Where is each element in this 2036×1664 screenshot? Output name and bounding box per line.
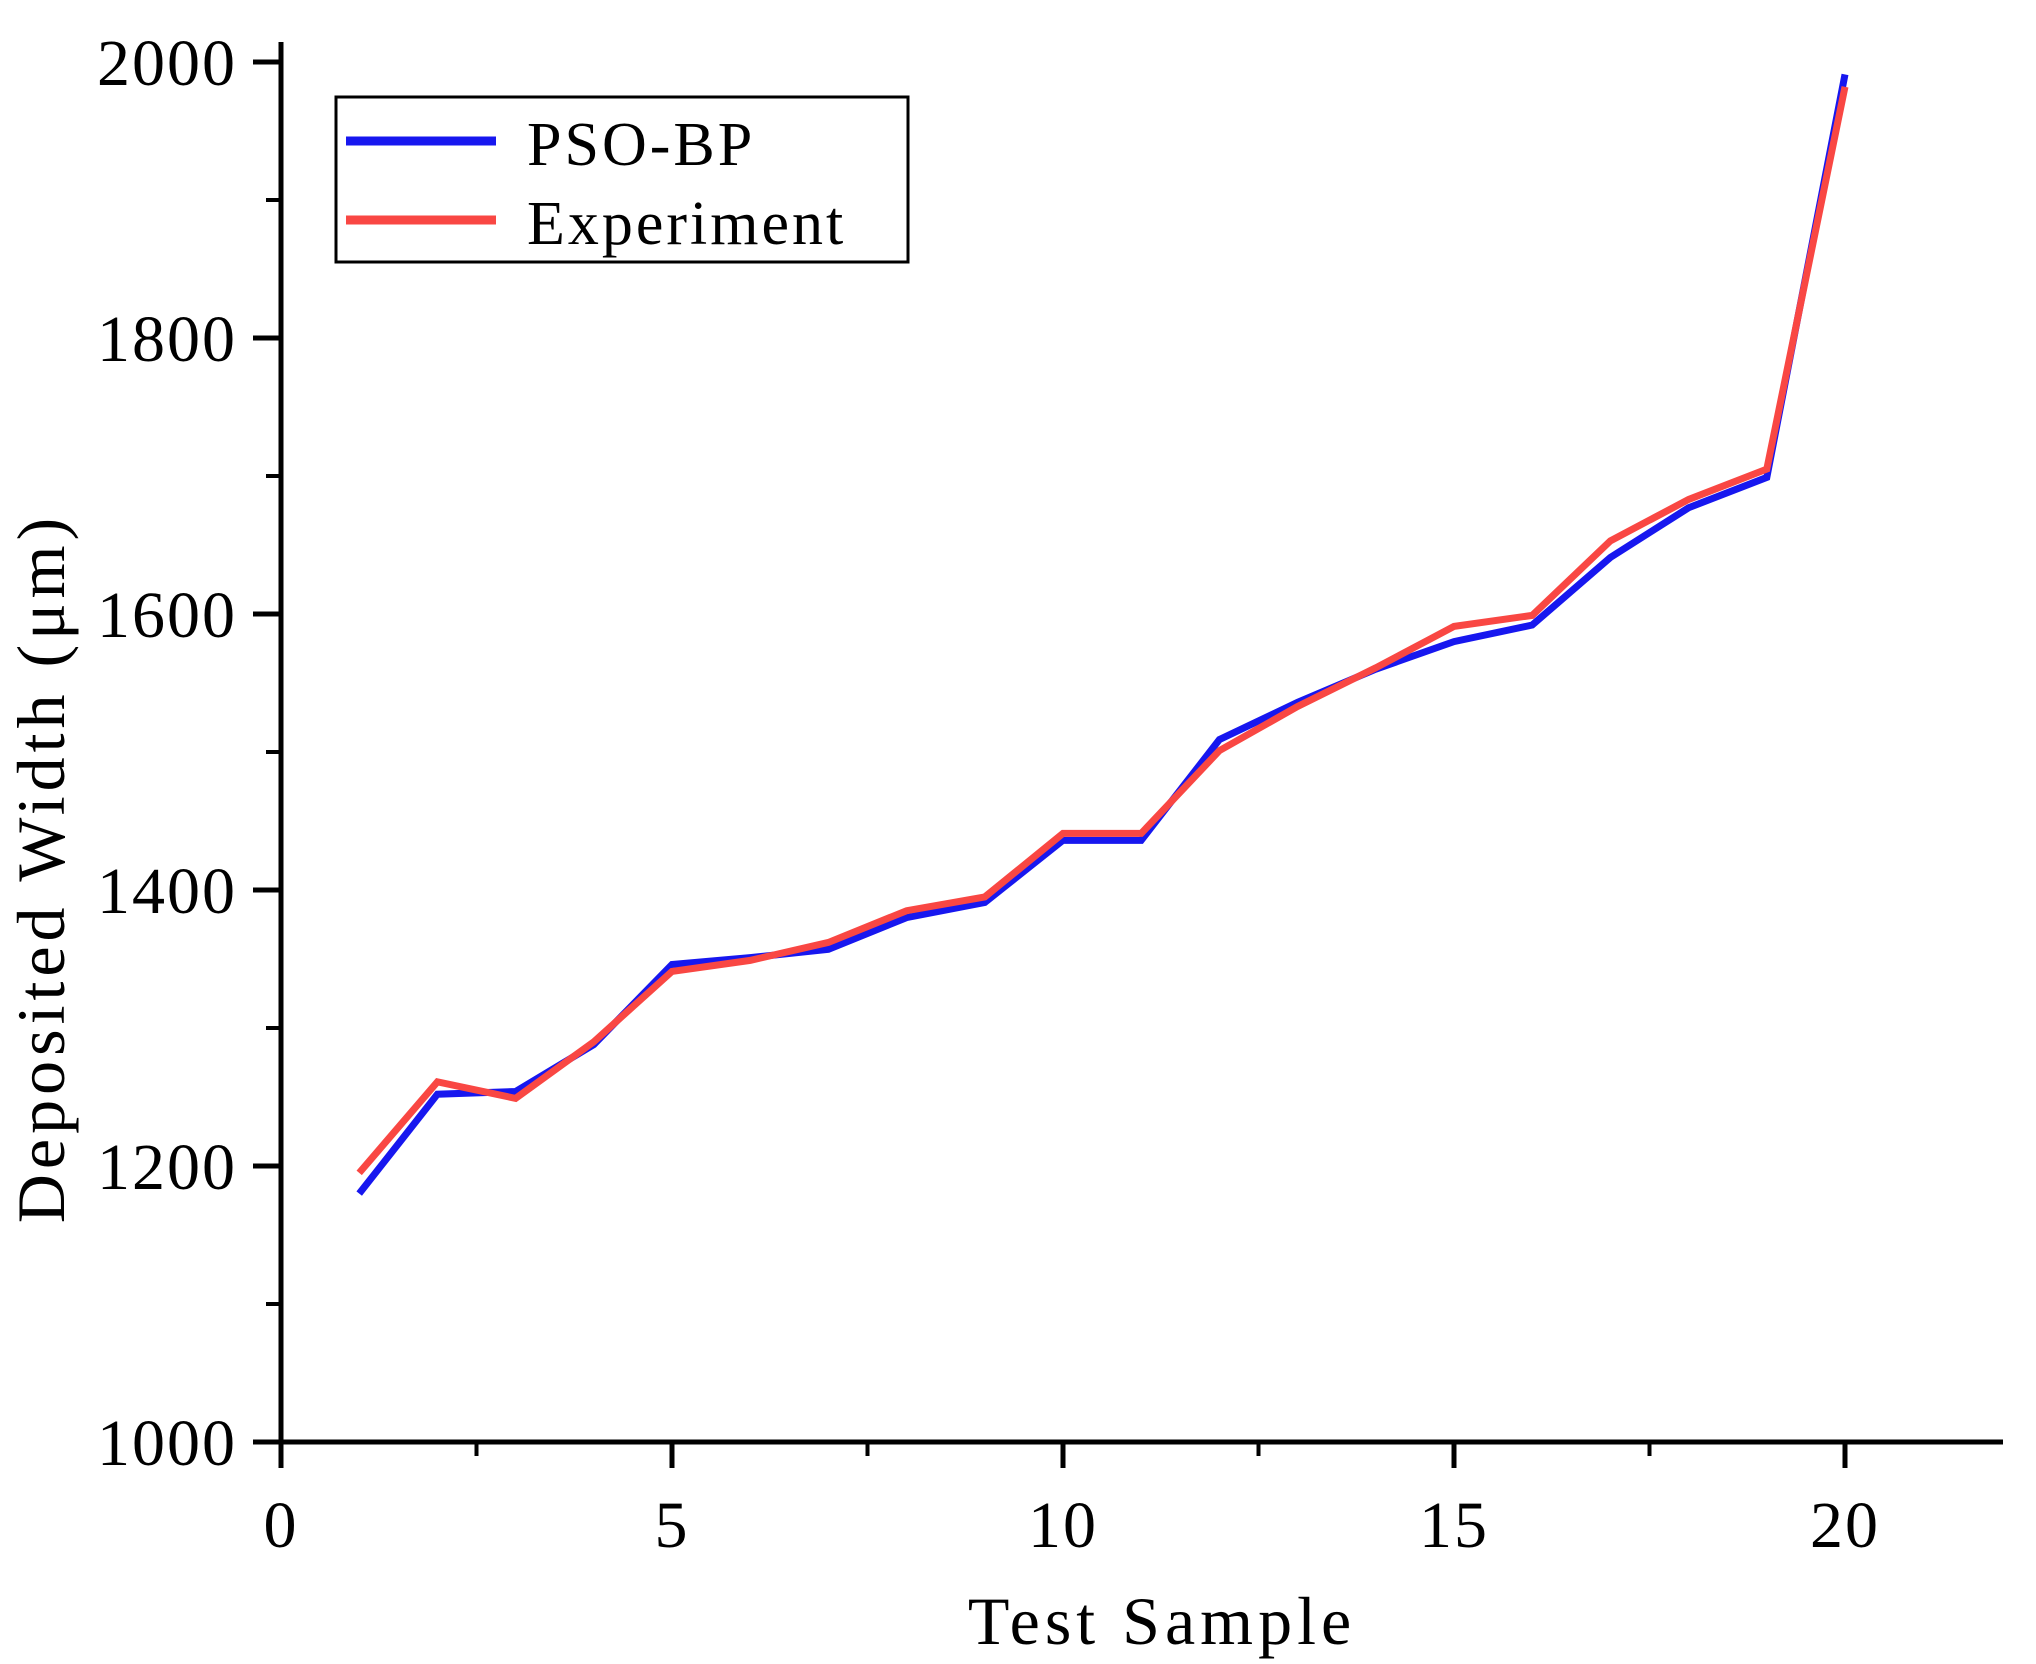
legend-label-pso-bp: PSO-BP (527, 111, 755, 179)
x-tick-label: 0 (264, 1489, 299, 1562)
y-tick-label: 2000 (97, 27, 237, 100)
series-line-experiment (356, 86, 1849, 1176)
y-tick-label: 1800 (97, 303, 237, 376)
y-tick-label: 1000 (97, 1407, 237, 1480)
x-tick-label: 15 (1419, 1489, 1489, 1562)
x-axis-title: Test Sample (968, 1583, 1356, 1659)
x-tick-label: 10 (1028, 1489, 1098, 1562)
y-axis-title: Deposited Width (μm) (3, 513, 79, 1223)
data-series (356, 73, 1849, 1196)
legend-box (334, 95, 910, 264)
x-axis-ticks: 0 5 10 15 20 (264, 1442, 1880, 1562)
legend: PSO-BP Experiment (334, 95, 910, 264)
x-tick-label: 5 (655, 1489, 690, 1562)
x-tick-label: 20 (1810, 1489, 1880, 1562)
y-tick-label: 1200 (97, 1131, 237, 1204)
y-tick-label: 1600 (97, 579, 237, 652)
legend-label-experiment: Experiment (527, 190, 846, 258)
y-tick-label: 1400 (97, 855, 237, 928)
y-axis-ticks: 1000 1200 1400 1600 1800 2000 (97, 27, 281, 1480)
